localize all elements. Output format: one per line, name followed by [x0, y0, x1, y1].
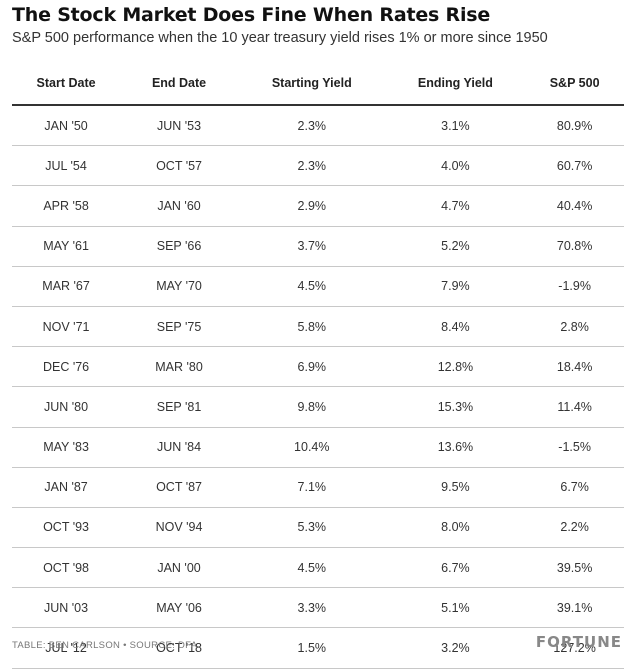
table-row: JAN '50 JUN '53 2.3% 3.1% 80.9% — [12, 105, 624, 147]
chart-title: The Stock Market Does Fine When Rates Ri… — [12, 4, 491, 26]
table-cell: 2.2% — [525, 507, 624, 549]
table-cell: JUN '53 — [120, 105, 238, 147]
table-cell: 70.8% — [525, 226, 624, 267]
table-cell: OCT '98 — [12, 547, 121, 589]
table-body: JAN '50 JUN '53 2.3% 3.1% 80.9% JUL '54 OCT '5… — [12, 105, 624, 669]
table-cell: APR '58 — [12, 185, 121, 227]
table-row: OCT '98 JAN '00 4.5% 6.7% 39.5% — [12, 547, 624, 589]
table-cell: JUN '03 — [12, 587, 121, 629]
table-cell: JAN '87 — [12, 467, 121, 508]
table-cell: 3.7% — [237, 226, 386, 267]
column-header: End Date — [120, 62, 238, 106]
table-cell: JUN '84 — [120, 427, 238, 468]
table-cell: JAN '50 — [12, 105, 121, 147]
table-cell: JUL '54 — [12, 145, 121, 187]
column-header: Start Date — [12, 62, 121, 106]
table-cell: SEP '81 — [120, 386, 238, 428]
table-row: MAR '67 MAY '70 4.5% 7.9% -1.9% — [12, 266, 624, 307]
table-cell: 2.3% — [237, 145, 386, 187]
table-cell: SEP '66 — [120, 226, 238, 267]
table-row: JUL '54 OCT '57 2.3% 4.0% 60.7% — [12, 145, 624, 187]
table-cell: MAY '70 — [120, 266, 238, 307]
table-cell: 2.8% — [525, 306, 624, 348]
table-cell: 13.6% — [385, 427, 526, 468]
table-cell: 2.3% — [237, 105, 386, 147]
table-cell: 9.8% — [237, 386, 386, 428]
table-row: APR '58 JAN '60 2.9% 4.7% 40.4% — [12, 185, 624, 227]
table-row: JUN '80 SEP '81 9.8% 15.3% 11.4% — [12, 386, 624, 428]
table-cell: JAN '60 — [120, 185, 238, 227]
table-cell: JUN '80 — [12, 386, 121, 428]
column-header: S&P 500 — [525, 62, 624, 106]
table-cell: NOV '94 — [120, 507, 238, 549]
table-cell: 7.9% — [385, 266, 526, 307]
table-cell: OCT '87 — [120, 467, 238, 508]
table-cell: -1.5% — [525, 427, 624, 468]
table-row: MAY '83 JUN '84 10.4% 13.6% -1.5% — [12, 427, 624, 468]
table-cell: 3.1% — [385, 105, 526, 147]
table-cell: OCT '93 — [12, 507, 121, 549]
table-cell: SEP '75 — [120, 306, 238, 348]
table-cell: 4.5% — [237, 547, 386, 589]
header-row: Start Date End Date Starting Yield Endin… — [12, 62, 624, 106]
table-row: OCT '93 NOV '94 5.3% 8.0% 2.2% — [12, 507, 624, 549]
table-row: JAN '87 OCT '87 7.1% 9.5% 6.7% — [12, 467, 624, 508]
table-cell: MAR '80 — [120, 346, 238, 388]
table-row: JUN '03 MAY '06 3.3% 5.1% 39.1% — [12, 587, 624, 629]
table-cell: 18.4% — [525, 346, 624, 388]
column-header: Ending Yield — [385, 62, 526, 106]
table-cell: 3.3% — [237, 587, 386, 629]
table-cell: 1.5% — [237, 627, 386, 669]
table-cell: 39.5% — [525, 547, 624, 589]
table-cell: MAY '06 — [120, 587, 238, 629]
table-cell: 80.9% — [525, 105, 624, 147]
table-cell: 8.4% — [385, 306, 526, 348]
table-cell: 6.9% — [237, 346, 386, 388]
table-cell: 5.8% — [237, 306, 386, 348]
table-cell: 5.2% — [385, 226, 526, 267]
table-cell: 40.4% — [525, 185, 624, 227]
table-cell: MAR '67 — [12, 266, 121, 307]
table-cell: 9.5% — [385, 467, 526, 508]
column-header: Starting Yield — [237, 62, 386, 106]
table-cell: 3.2% — [385, 627, 526, 669]
table-cell: 4.0% — [385, 145, 526, 187]
table-cell: JUL '12 — [12, 627, 121, 669]
table-cell: -1.9% — [525, 266, 624, 307]
table-cell: OCT '57 — [120, 145, 238, 187]
table-cell: 5.1% — [385, 587, 526, 629]
table-cell: DEC '76 — [12, 346, 121, 388]
data-table: Start Date End Date Starting Yield Endin… — [12, 62, 624, 669]
table-row: MAY '61 SEP '66 3.7% 5.2% 70.8% — [12, 226, 624, 267]
table-cell: 6.7% — [385, 547, 526, 589]
source-credit: TABLE: BEN CARLSON • SOURCE: DFA — [12, 640, 198, 651]
table-cell: 8.0% — [385, 507, 526, 549]
table-cell: 4.5% — [237, 266, 386, 307]
table-cell: 12.8% — [385, 346, 526, 388]
chart-subtitle: S&P 500 performance when the 10 year tre… — [12, 30, 548, 46]
table-cell: 7.1% — [237, 467, 386, 508]
table-cell: MAY '83 — [12, 427, 121, 468]
table-cell: 5.3% — [237, 507, 386, 549]
table-cell: 39.1% — [525, 587, 624, 629]
table-cell: 15.3% — [385, 386, 526, 428]
table-cell: 2.9% — [237, 185, 386, 227]
brand-logo: FORTUNE — [535, 633, 622, 651]
table-cell: JAN '00 — [120, 547, 238, 589]
table-cell: 4.7% — [385, 185, 526, 227]
table-cell: MAY '61 — [12, 226, 121, 267]
table-cell: 11.4% — [525, 386, 624, 428]
table-row: DEC '76 MAR '80 6.9% 12.8% 18.4% — [12, 346, 624, 388]
table-cell: 10.4% — [237, 427, 386, 468]
table-cell: 60.7% — [525, 145, 624, 187]
table-cell: 6.7% — [525, 467, 624, 508]
table-row: NOV '71 SEP '75 5.8% 8.4% 2.8% — [12, 306, 624, 348]
table-cell: NOV '71 — [12, 306, 121, 348]
